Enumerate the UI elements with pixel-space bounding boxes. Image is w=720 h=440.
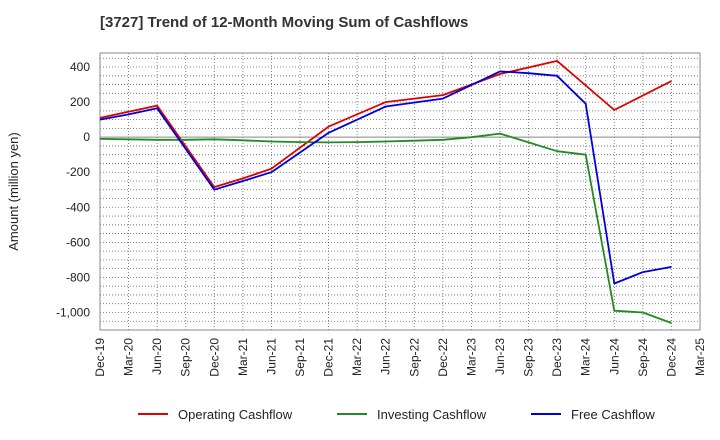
legend: Operating Cashflow Investing Cashflow Free… [138, 407, 655, 422]
y-tick-label: 0 [83, 130, 90, 144]
x-tick-label: Dec-21 [322, 338, 336, 377]
legend-label: Investing Cashflow [377, 407, 487, 422]
series-line-investing-cashflow [99, 132, 672, 324]
x-tick-label: Mar-24 [579, 338, 593, 376]
y-tick-label: -400 [66, 200, 90, 214]
x-tick-label: Dec-20 [207, 338, 221, 377]
y-tick-label: -600 [66, 235, 90, 249]
x-tick-label: Dec-19 [93, 338, 107, 377]
y-axis-title: Amount (million yen) [6, 132, 21, 251]
y-tick-label: -1,000 [56, 305, 90, 319]
y-tick-label: 400 [70, 60, 90, 74]
x-tick-label: Mar-23 [464, 338, 478, 376]
x-tick-label: Sep-20 [179, 338, 193, 377]
legend-label: Operating Cashflow [178, 407, 293, 422]
series-line-free-cashflow [99, 70, 672, 285]
x-tick-label: Dec-22 [436, 338, 450, 377]
x-tick-label: Jun-20 [150, 338, 164, 375]
x-tick-label: Mar-22 [350, 338, 364, 376]
y-tick-label: -800 [66, 270, 90, 284]
grid-layer [99, 53, 701, 331]
x-tick-label: Dec-23 [550, 338, 564, 377]
x-tick-label: Jun-22 [379, 338, 393, 375]
chart-title: [3727] Trend of 12-Month Moving Sum of C… [100, 14, 469, 31]
x-tick-labels: Dec-19 Mar-20 Jun-20 Sep-20 Dec-20 Mar-21 Jun-… [93, 338, 707, 377]
x-tick-label: Mar-25 [693, 338, 707, 376]
series-line-operating-cashflow [99, 60, 672, 189]
legend-label: Free Cashflow [571, 407, 655, 422]
x-tick-label: Dec-24 [664, 338, 678, 377]
legend-item-operating-cashflow: Operating Cashflow [138, 407, 293, 422]
y-tick-labels: 400 200 0 -200 -400 -600 -800 -1,000 [56, 60, 90, 319]
series-layer [99, 60, 672, 324]
plot-area [99, 52, 701, 331]
legend-item-free-cashflow: Free Cashflow [531, 407, 655, 422]
x-tick-label: Mar-21 [236, 338, 250, 376]
x-tick-label: Sep-22 [407, 338, 421, 377]
x-tick-label: Jun-23 [493, 338, 507, 375]
x-tick-label: Mar-20 [122, 338, 136, 376]
legend-item-investing-cashflow: Investing Cashflow [337, 407, 487, 422]
x-tick-label: Sep-23 [522, 338, 536, 377]
x-tick-label: Jun-21 [264, 338, 278, 375]
x-tick-label: Sep-24 [636, 338, 650, 377]
x-tick-label: Sep-21 [293, 338, 307, 377]
x-tick-label: Jun-24 [607, 338, 621, 375]
y-tick-label: -200 [66, 165, 90, 179]
y-tick-label: 200 [70, 95, 90, 109]
